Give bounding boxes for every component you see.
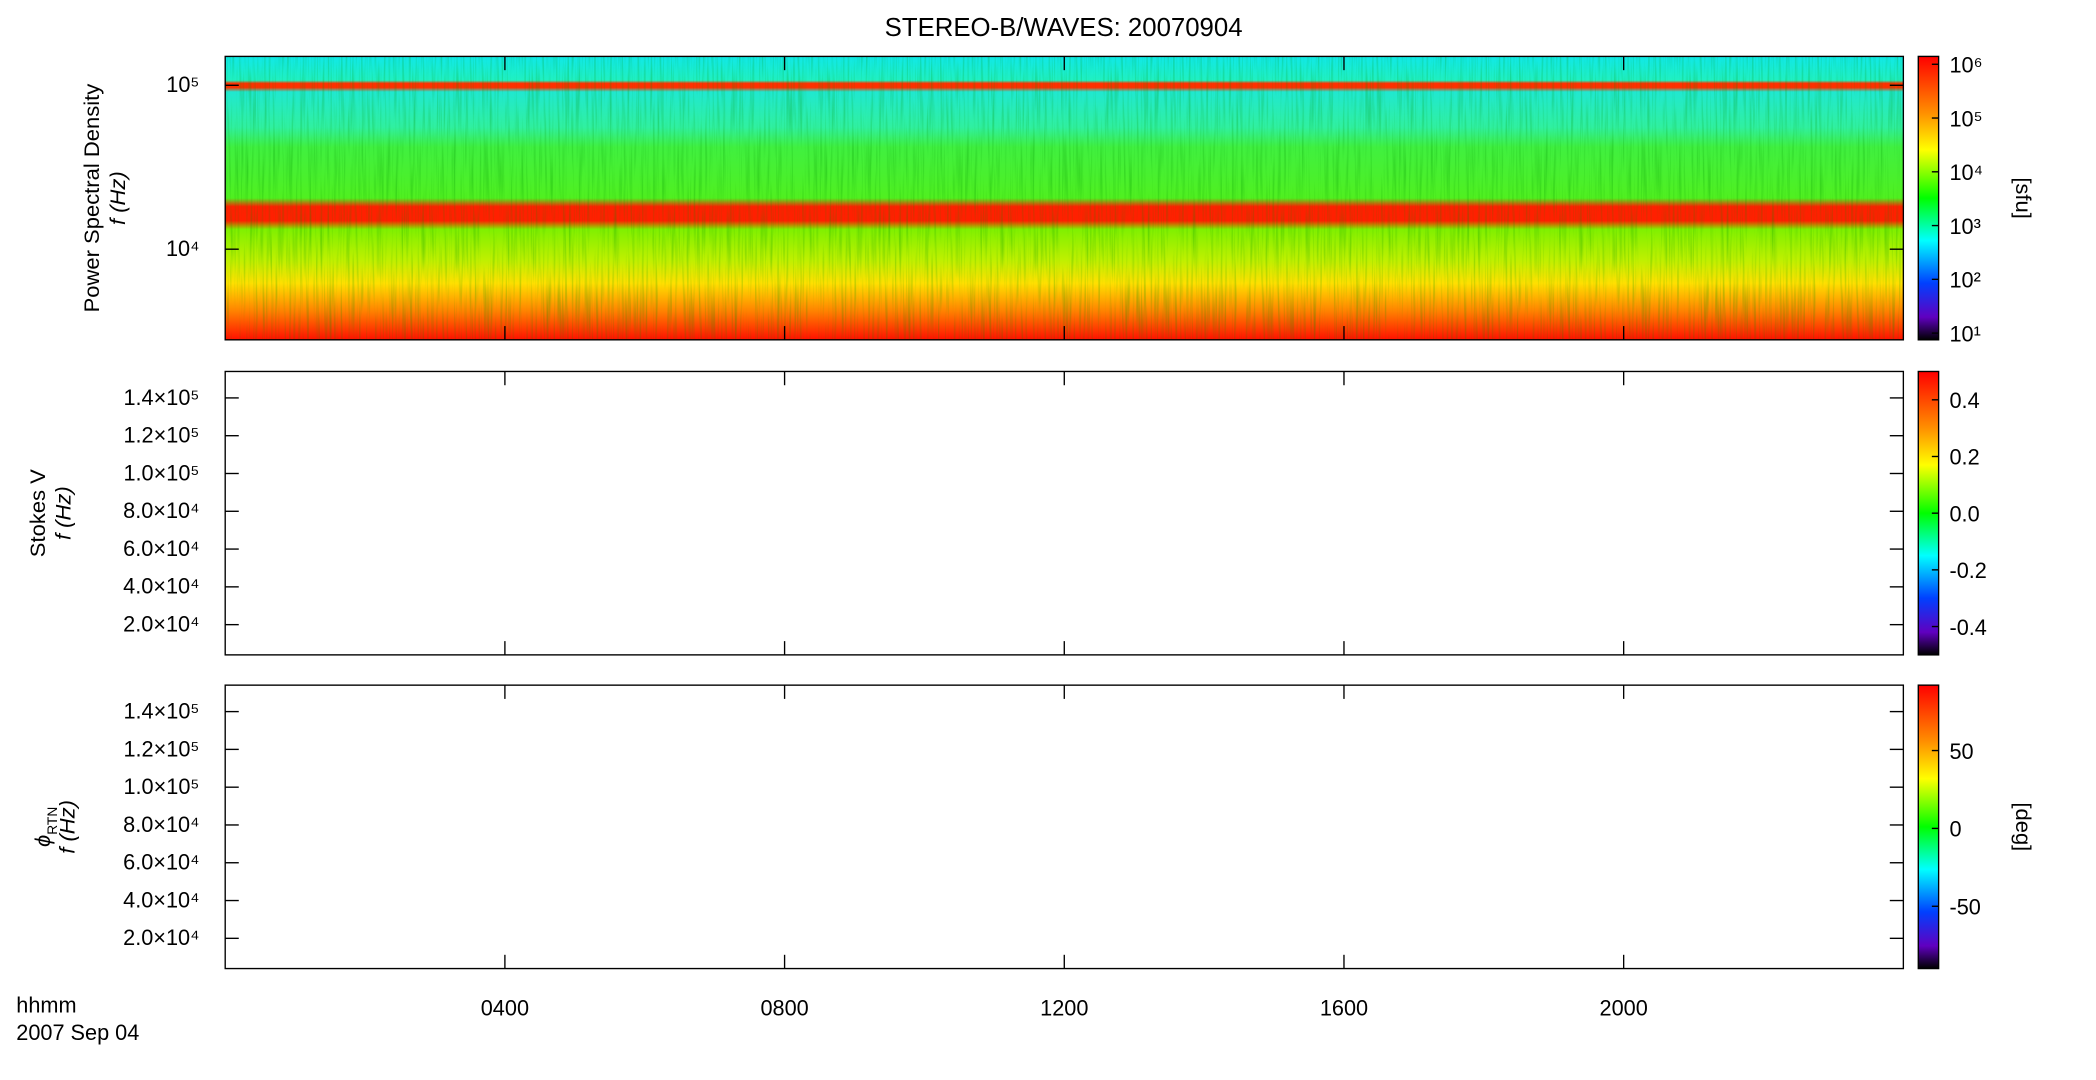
y-axis-label: Power Spectral Density <box>79 84 104 313</box>
panel-frame <box>224 684 1905 970</box>
colorbar-tick-label: 10⁶ <box>1949 52 1982 77</box>
colorbar-tick-label: 50 <box>1949 739 1973 764</box>
colorbar-tick-label: -0.2 <box>1949 558 1986 583</box>
chart-title: STEREO-B/WAVES: 20070904 <box>885 14 1243 42</box>
colorbar-tick-label: 10³ <box>1949 214 1980 239</box>
x-tick-label: 1200 <box>1040 995 1088 1020</box>
y-tick-label: 8.0×10⁴ <box>123 498 199 523</box>
x-tick-label: 0400 <box>481 995 529 1020</box>
y-tick-label: 8.0×10⁴ <box>123 812 199 837</box>
y-axis-label: ϕRTN <box>30 807 60 847</box>
x-tick-label: 0800 <box>760 995 808 1020</box>
y-tick-label: 1.4×10⁵ <box>123 385 199 410</box>
x-axis-label: hhmm <box>16 992 76 1017</box>
x-axis-date: 2007 Sep 04 <box>16 1020 139 1045</box>
colorbar-tick-label: 10⁴ <box>1949 160 1982 185</box>
colorbar-tick-label: -50 <box>1949 894 1980 919</box>
colorbar-tick-label: 10¹ <box>1949 321 1980 346</box>
colorbar-tick-label: 0.2 <box>1949 445 1979 470</box>
x-tick-label: 1600 <box>1320 995 1368 1020</box>
y-tick-label: 2.0×10⁴ <box>123 925 199 950</box>
y-tick-label: 10⁴ <box>166 236 199 261</box>
y-axis-label-subscript: RTN <box>45 807 60 835</box>
y-tick-label: 4.0×10⁴ <box>123 574 199 599</box>
y-axis-label: f (Hz) <box>55 800 80 854</box>
y-tick-label: 4.0×10⁴ <box>123 887 199 912</box>
colorbar-label: [sfu] <box>2011 177 2036 219</box>
y-axis-label: Stokes V <box>25 469 50 557</box>
colorbar-label: [deg] <box>2011 802 2036 851</box>
y-tick-label: 2.0×10⁴ <box>123 611 199 636</box>
y-tick-label: 1.2×10⁵ <box>123 422 199 447</box>
y-tick-label: 6.0×10⁴ <box>123 849 199 874</box>
y-tick-label: 1.0×10⁵ <box>123 774 199 799</box>
colorbar <box>1917 55 1940 341</box>
y-axis-label-symbol: ϕ <box>30 835 55 847</box>
colorbar-tick-label: -0.4 <box>1949 615 1986 640</box>
y-axis-label: f (Hz) <box>105 171 130 225</box>
y-tick-label: 1.4×10⁵ <box>123 698 199 723</box>
colorbar-tick-label: 10⁵ <box>1949 106 1982 131</box>
y-tick-label: 1.0×10⁵ <box>123 460 199 485</box>
panel-frame <box>224 370 1905 656</box>
y-tick-label: 1.2×10⁵ <box>123 736 199 761</box>
x-tick-label: 2000 <box>1600 995 1648 1020</box>
y-tick-label: 10⁵ <box>166 72 199 97</box>
spectrogram-texture <box>225 56 1904 340</box>
colorbar-tick-label: 0 <box>1949 817 1961 842</box>
colorbar <box>1917 684 1940 970</box>
y-axis-label: f (Hz) <box>51 486 76 540</box>
colorbar-tick-label: 0.0 <box>1949 501 1979 526</box>
y-tick-label: 6.0×10⁴ <box>123 536 199 561</box>
colorbar-tick-label: 0.4 <box>1949 388 1979 413</box>
colorbar-tick-label: 10² <box>1949 267 1980 292</box>
